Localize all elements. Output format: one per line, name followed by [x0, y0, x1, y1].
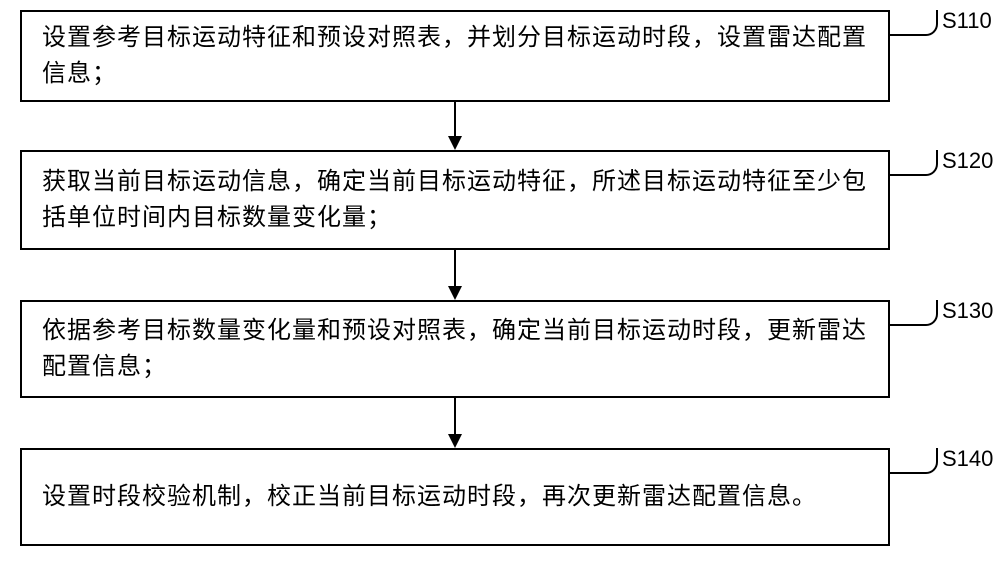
step-label-S140: S140 [942, 446, 993, 472]
label-connector [888, 10, 938, 36]
flowchart-canvas: 设置参考目标运动特征和预设对照表，并划分目标运动时段，设置雷达配置信息； S110… [0, 0, 1000, 588]
flow-node-S130: 依据参考目标数量变化量和预设对照表，确定当前目标运动时段，更新雷达配置信息； [20, 300, 890, 398]
flow-arrow [445, 398, 465, 448]
flow-arrow [445, 250, 465, 300]
label-connector [888, 448, 938, 474]
flow-node-S140: 设置时段校验机制，校正当前目标运动时段，再次更新雷达配置信息。 [20, 448, 890, 546]
step-label-S110: S110 [942, 8, 992, 34]
flow-node-text: 依据参考目标数量变化量和预设对照表，确定当前目标运动时段，更新雷达配置信息； [42, 313, 868, 385]
flow-node-text: 获取当前目标运动信息，确定当前目标运动特征，所述目标运动特征至少包括单位时间内目… [42, 164, 868, 236]
flow-node-text: 设置时段校验机制，校正当前目标运动时段，再次更新雷达配置信息。 [42, 479, 817, 515]
step-label-S120: S120 [942, 148, 993, 174]
flow-node-text: 设置参考目标运动特征和预设对照表，并划分目标运动时段，设置雷达配置信息； [42, 20, 868, 92]
label-connector [888, 300, 938, 326]
flow-node-S120: 获取当前目标运动信息，确定当前目标运动特征，所述目标运动特征至少包括单位时间内目… [20, 150, 890, 250]
step-label-S130: S130 [942, 298, 993, 324]
label-connector [888, 150, 938, 176]
flow-arrow [445, 102, 465, 150]
flow-node-S110: 设置参考目标运动特征和预设对照表，并划分目标运动时段，设置雷达配置信息； [20, 10, 890, 102]
